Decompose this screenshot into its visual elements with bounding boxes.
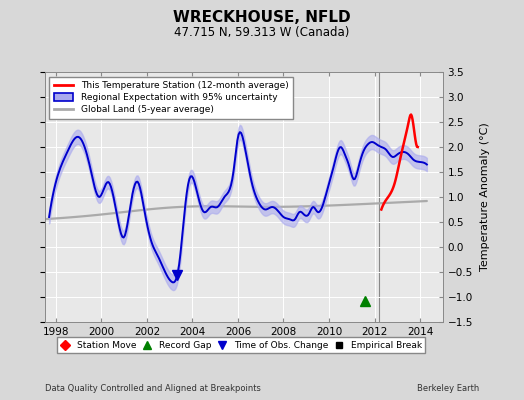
- Y-axis label: Temperature Anomaly (°C): Temperature Anomaly (°C): [480, 123, 490, 271]
- Legend: This Temperature Station (12-month average), Regional Expectation with 95% uncer: This Temperature Station (12-month avera…: [49, 76, 293, 119]
- Text: 47.715 N, 59.313 W (Canada): 47.715 N, 59.313 W (Canada): [174, 26, 350, 39]
- Text: Berkeley Earth: Berkeley Earth: [417, 384, 479, 393]
- Text: WRECKHOUSE, NFLD: WRECKHOUSE, NFLD: [173, 10, 351, 25]
- Legend: Station Move, Record Gap, Time of Obs. Change, Empirical Break: Station Move, Record Gap, Time of Obs. C…: [57, 337, 425, 354]
- Text: Data Quality Controlled and Aligned at Breakpoints: Data Quality Controlled and Aligned at B…: [45, 384, 260, 393]
